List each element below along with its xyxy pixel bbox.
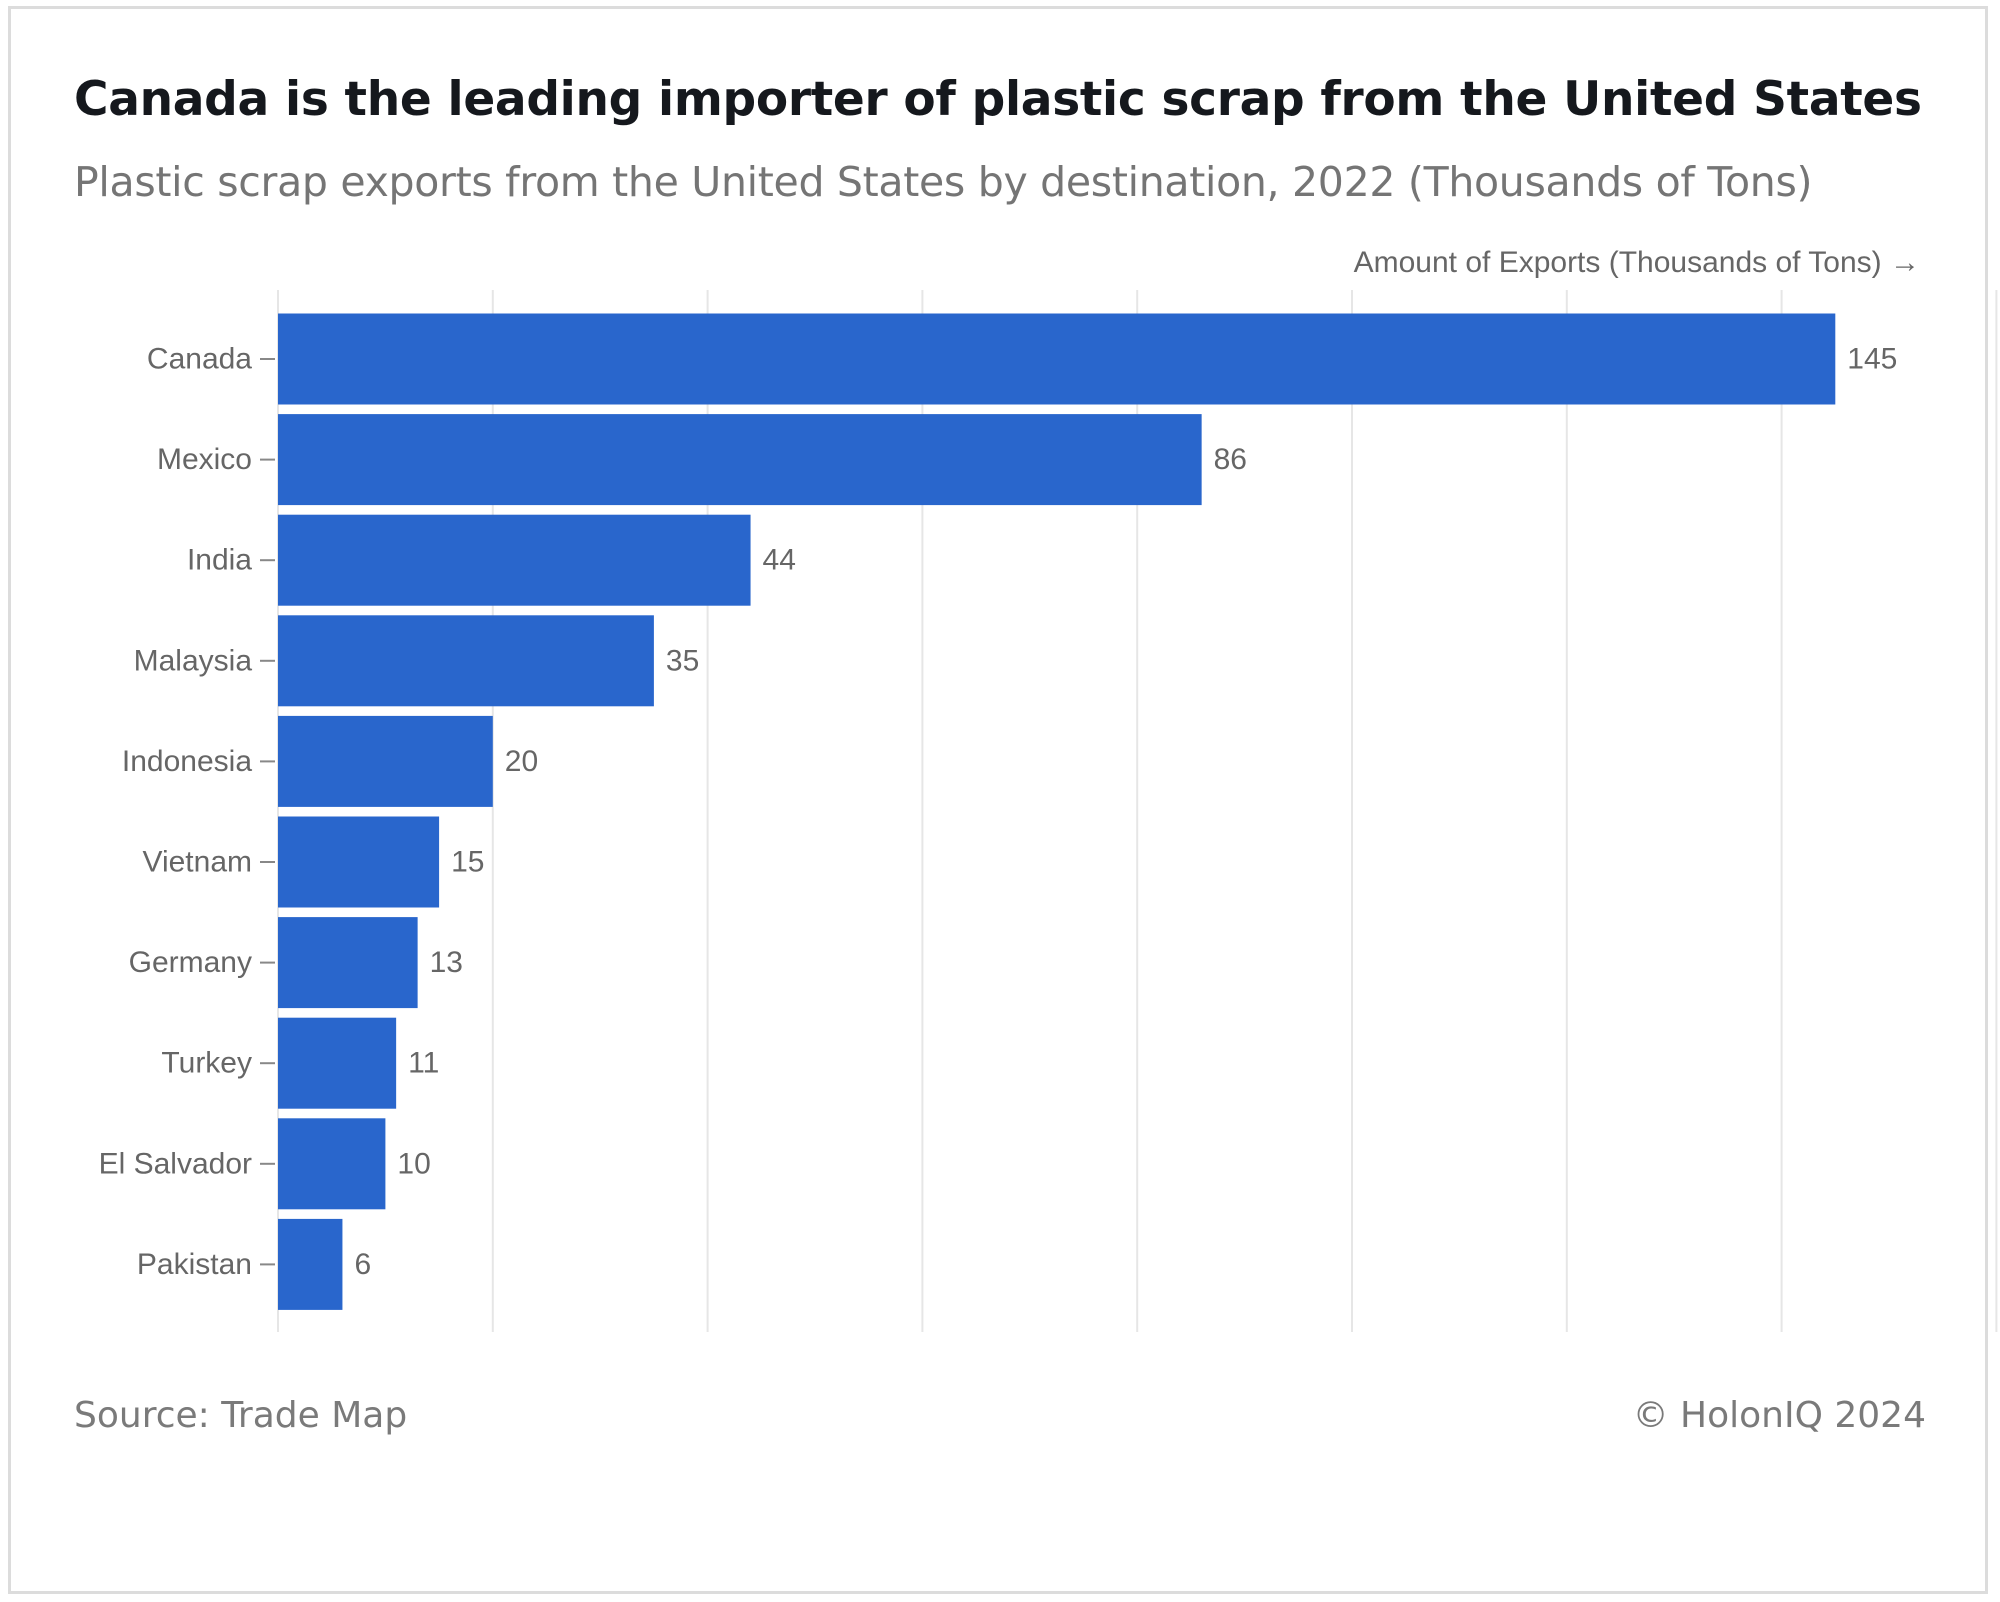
- chart-subtitle: Plastic scrap exports from the United St…: [74, 158, 1813, 206]
- data-label: 13: [430, 946, 463, 979]
- data-label: 44: [763, 544, 796, 577]
- category-label: Pakistan: [137, 1248, 252, 1281]
- bar-india: [278, 514, 751, 606]
- category-label: Mexico: [157, 443, 252, 476]
- category-label: Turkey: [161, 1047, 252, 1080]
- bar-mexico: [278, 414, 1202, 506]
- category-label: Germany: [129, 946, 252, 979]
- bar-vietnam: [278, 816, 440, 908]
- data-label: 86: [1214, 443, 1247, 476]
- data-label: 35: [666, 644, 699, 677]
- bar-turkey: [278, 1017, 397, 1109]
- bar-germany: [278, 917, 418, 1009]
- data-label: 11: [408, 1047, 439, 1080]
- data-label: 10: [397, 1147, 430, 1180]
- data-label: 145: [1847, 343, 1897, 376]
- copyright-note: © HolonIQ 2024: [1632, 1395, 1926, 1436]
- bar-el-salvador: [278, 1118, 386, 1210]
- data-label: 15: [451, 846, 484, 879]
- data-label: 20: [505, 745, 538, 778]
- bar-malaysia: [278, 615, 654, 707]
- bar-canada: [278, 313, 1836, 405]
- bars: [278, 313, 1836, 1310]
- bar-pakistan: [278, 1218, 343, 1310]
- category-label: Vietnam: [142, 846, 252, 879]
- bar-indonesia: [278, 715, 493, 807]
- category-label: El Salvador: [99, 1147, 252, 1180]
- category-label: Malaysia: [134, 644, 253, 677]
- data-label: 6: [354, 1248, 371, 1281]
- source-note: Source: Trade Map: [74, 1395, 408, 1436]
- category-label: Indonesia: [122, 745, 252, 778]
- labels: Canada 145 Mexico 86 India 44 Malaysia 35 Indone…: [99, 343, 1898, 1281]
- chart-title: Canada is the leading importer of plasti…: [74, 72, 1922, 127]
- category-label: Canada: [147, 343, 252, 376]
- category-label: India: [187, 544, 252, 577]
- x-axis-title: Amount of Exports (Thousands of Tons) →: [1354, 246, 1920, 279]
